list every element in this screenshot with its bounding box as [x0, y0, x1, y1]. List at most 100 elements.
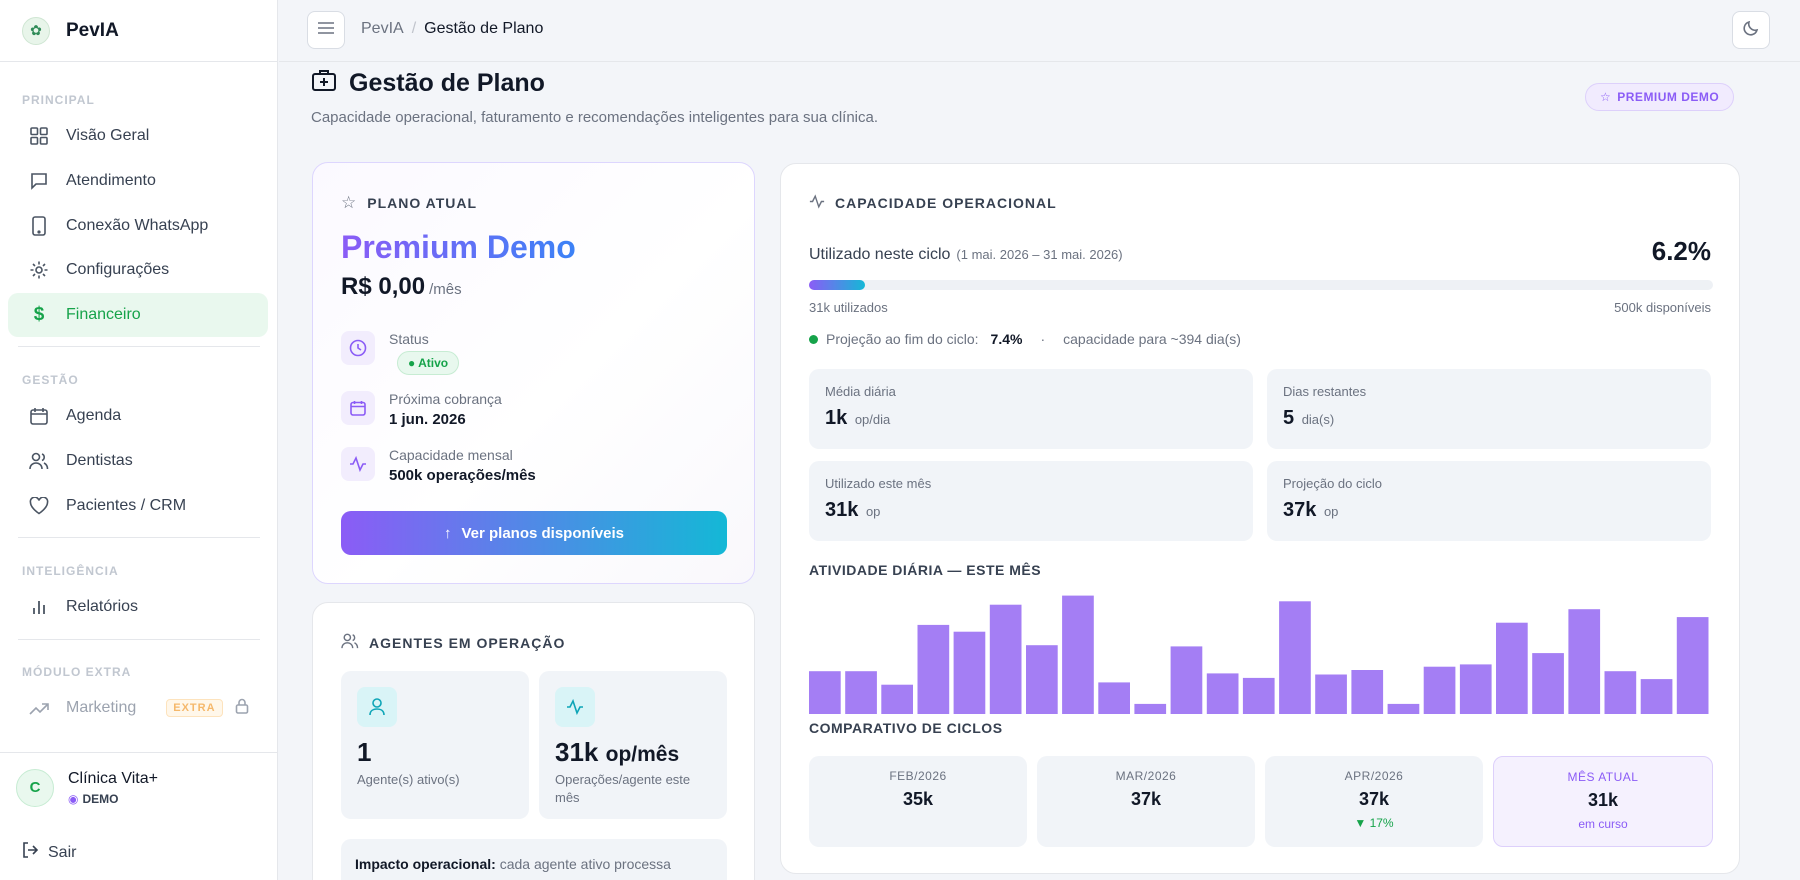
- sidebar-item-marketing[interactable]: Marketing EXTRA: [8, 686, 268, 730]
- briefcase-plus-icon: [311, 68, 337, 99]
- hamburger-icon: [318, 21, 334, 39]
- sidebar-item-label: Pacientes / CRM: [66, 497, 187, 514]
- next-billing-label: Próxima cobrança: [389, 391, 502, 407]
- sidebar-item-configuracoes[interactable]: Configurações: [8, 248, 268, 292]
- impact-note: Impacto operacional: cada agente ativo p…: [341, 839, 727, 880]
- sidebar-item-label: Marketing: [66, 699, 137, 716]
- daily-activity-chart: [809, 595, 1709, 714]
- capacity-value: 500k operações/mês: [389, 467, 536, 484]
- cycle-card-current: MÊS ATUAL 31k em curso: [1493, 756, 1713, 847]
- current-plan-card: ☆ PLANO ATUAL Premium Demo R$ 0,00/mês St…: [312, 162, 755, 584]
- activity-bar: [845, 671, 877, 714]
- page-subtitle: Capacidade operacional, faturamento e re…: [311, 109, 879, 126]
- used-amount: 31k utilizados: [809, 300, 888, 315]
- activity-bar: [1170, 646, 1203, 714]
- sidebar-item-relatorios[interactable]: Relatórios: [8, 585, 268, 629]
- stat-used-this-month: Utilizado este mês 31k op: [809, 461, 1253, 541]
- arrow-up-icon: ↑: [443, 524, 452, 542]
- activity-bar: [1242, 677, 1275, 714]
- page-title: Gestão de Plano: [311, 68, 545, 99]
- activity-bar: [1604, 671, 1637, 714]
- clinic-profile[interactable]: C Clínica Vita+ ◉ DEMO: [0, 752, 278, 822]
- activity-bar: [1134, 703, 1167, 714]
- plan-name: Premium Demo: [341, 229, 576, 265]
- cycle-projection: Projeção ao fim do ciclo: 7.4% · capacidade…: [809, 331, 1241, 347]
- sidebar-item-pacientes[interactable]: Pacientes / CRM: [8, 484, 268, 528]
- activity-bar: [1315, 674, 1347, 714]
- cycle-delta: ▼ 17%: [1354, 816, 1394, 830]
- dollar-icon: $: [33, 304, 45, 325]
- sidebar-item-dentistas[interactable]: Dentistas: [8, 439, 268, 483]
- view-plans-button[interactable]: ↑ Ver planos disponíveis: [341, 511, 727, 555]
- sidebar-item-label: Conexão WhatsApp: [66, 217, 209, 234]
- brand-name: PevIA: [66, 19, 119, 41]
- activity-bar: [1676, 617, 1709, 714]
- ops-per-agent-value: 31k op/mês: [555, 737, 680, 767]
- capacity-label: Capacidade mensal: [389, 447, 513, 463]
- activity-bar: [1026, 645, 1058, 714]
- brand: ✿ PevIA: [0, 0, 277, 62]
- breadcrumb-root[interactable]: PevIA: [361, 20, 404, 37]
- status-dot: [809, 334, 818, 344]
- activity-bar: [1062, 595, 1094, 714]
- active-agents-label: Agente(s) ativo(s): [357, 772, 460, 787]
- breadcrumb: PevIA / Gestão de Plano: [361, 20, 544, 37]
- logout-label: Sair: [48, 843, 77, 861]
- usage-progress-bar: [809, 280, 1713, 290]
- activity-bar: [1387, 703, 1420, 714]
- activity-bar: [1640, 679, 1673, 714]
- plan-status-row: Status ● Ativo: [341, 331, 460, 375]
- clinic-name: Clínica Vita+: [68, 769, 158, 787]
- gear-icon: [28, 259, 50, 281]
- usage-progress-fill: [809, 280, 866, 290]
- stat-days-remaining: Dias restantes 5 dia(s): [1267, 369, 1711, 449]
- activity-bar: [1532, 653, 1564, 714]
- menu-toggle-button[interactable]: [307, 11, 345, 49]
- activity-bar: [881, 684, 913, 714]
- calendar-icon: [341, 391, 375, 425]
- sidebar-item-label: Financeiro: [66, 306, 141, 323]
- active-agents-value: 1: [357, 737, 372, 767]
- activity-bar: [1206, 673, 1239, 714]
- activity-icon: [555, 687, 595, 727]
- demo-dot-icon: ◉: [68, 791, 79, 806]
- users-icon: [28, 450, 50, 472]
- grid-icon: [28, 125, 50, 147]
- sidebar-item-label: Dentistas: [66, 452, 133, 469]
- clinic-tag: ◉ DEMO: [68, 791, 119, 806]
- usage-percent: 6.2%: [1651, 236, 1711, 266]
- cycle-status: em curso: [1578, 817, 1628, 831]
- section-principal: PRINCIPAL: [22, 93, 95, 107]
- divider: [18, 537, 260, 538]
- theme-toggle-button[interactable]: [1732, 11, 1770, 49]
- divider: [18, 346, 260, 347]
- trending-up-icon: [28, 697, 50, 719]
- sidebar-item-visao-geral[interactable]: Visão Geral: [8, 114, 268, 158]
- calendar-icon: [28, 405, 50, 427]
- activity-bar: [1351, 670, 1384, 714]
- moon-icon: [1743, 20, 1759, 41]
- topbar: PevIA / Gestão de Plano: [279, 0, 1800, 62]
- clock-icon: [341, 331, 375, 365]
- activity-bar: [1496, 622, 1528, 714]
- activity-chart-title: ATIVIDADE DIÁRIA — ESTE MÊS: [809, 562, 1042, 578]
- capacity-card: CAPACIDADE OPERACIONAL Utilizado neste c…: [780, 163, 1740, 874]
- divider: [18, 639, 260, 640]
- ops-per-agent-label: Operações/agente este mês: [555, 772, 691, 806]
- activity-bar: [953, 631, 986, 714]
- activity-bar: [1568, 609, 1601, 714]
- sidebar-item-financeiro[interactable]: $ Financeiro: [8, 293, 268, 337]
- logout-icon: [22, 842, 39, 863]
- sidebar-item-agenda[interactable]: Agenda: [8, 394, 268, 438]
- sidebar-item-atendimento[interactable]: Atendimento: [8, 159, 268, 203]
- activity-bar: [917, 624, 950, 714]
- sidebar-item-label: Configurações: [66, 261, 170, 278]
- sidebar-item-whatsapp[interactable]: Conexão WhatsApp: [8, 204, 268, 248]
- users-icon: [341, 633, 359, 652]
- plan-price: R$ 0,00/mês: [341, 273, 462, 300]
- tooth-logo-icon: ✿: [22, 16, 50, 45]
- chat-icon: [28, 170, 50, 192]
- logout-button[interactable]: Sair: [22, 842, 76, 863]
- agents-card: AGENTES EM OPERAÇÃO 1 Agente(s) ativo(s)…: [312, 602, 755, 880]
- user-icon: [357, 687, 397, 727]
